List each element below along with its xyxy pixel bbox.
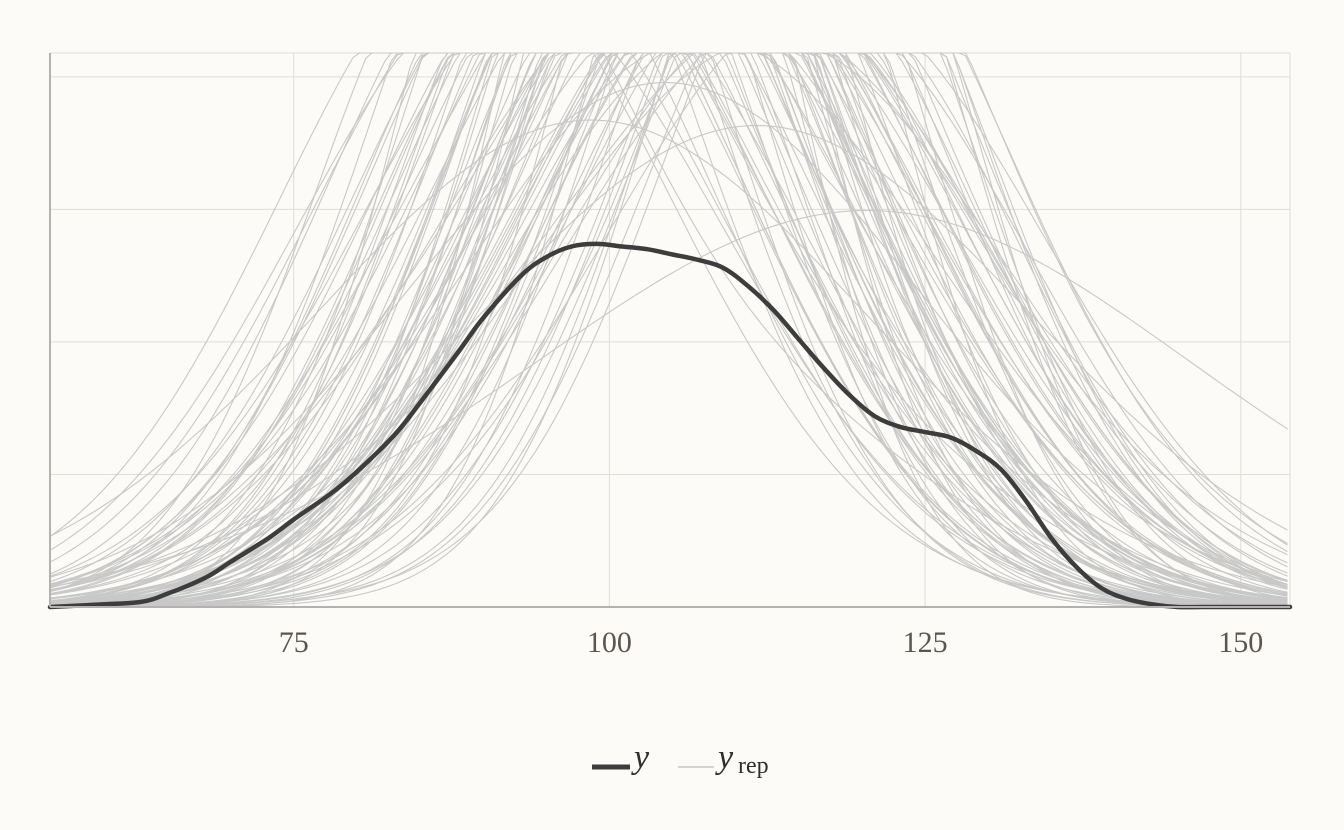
yrep-density-line: [49, 52, 1288, 606]
yrep-density-line: [49, 52, 1288, 602]
yrep-density-line: [50, 52, 1288, 608]
legend: y y rep: [592, 739, 769, 779]
x-tick-label: 75: [279, 626, 309, 659]
axes: [49, 53, 1290, 608]
y-density-line-group: [47, 241, 1293, 610]
yrep-density-line: [49, 119, 1288, 588]
legend-y-label: y: [631, 739, 650, 776]
yrep-density-line: [50, 52, 1288, 608]
yrep-density-lines: [49, 52, 1288, 608]
yrep-density-line: [49, 82, 1288, 583]
legend-yrep-subscript: rep: [738, 753, 769, 779]
legend-yrep-label: y: [715, 739, 734, 776]
yrep-density-line: [49, 52, 1288, 608]
yrep-density-line: [50, 52, 1288, 608]
yrep-density-line: [49, 52, 1288, 602]
x-axis-ticks: 75 100 125 150: [279, 626, 1264, 659]
x-tick-label: 125: [903, 626, 948, 659]
y-density-line: [47, 241, 1293, 610]
x-tick-label: 100: [587, 626, 632, 659]
yrep-density-line: [49, 209, 1288, 585]
x-tick-label: 150: [1218, 626, 1263, 659]
